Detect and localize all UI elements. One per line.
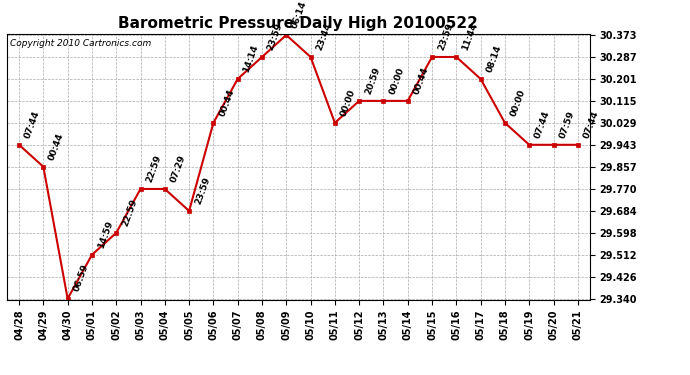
Text: Copyright 2010 Cartronics.com: Copyright 2010 Cartronics.com: [10, 39, 151, 48]
Text: 00:00: 00:00: [509, 88, 527, 117]
Text: 07:29: 07:29: [169, 153, 187, 183]
Text: 23:44: 23:44: [315, 21, 333, 51]
Text: 08:14: 08:14: [485, 44, 503, 74]
Text: 07:44: 07:44: [23, 109, 41, 139]
Text: 23:59: 23:59: [193, 175, 212, 206]
Text: 14:59: 14:59: [96, 219, 115, 249]
Text: 07:59: 07:59: [558, 109, 576, 139]
Text: 06:14: 06:14: [290, 0, 308, 30]
Text: 00:00: 00:00: [388, 66, 406, 95]
Text: 07:44: 07:44: [582, 109, 600, 139]
Text: 00:44: 00:44: [412, 65, 430, 95]
Text: 00:44: 00:44: [217, 87, 236, 117]
Text: 06:59: 06:59: [72, 263, 90, 293]
Text: 00:00: 00:00: [339, 88, 357, 117]
Text: 22:59: 22:59: [120, 197, 139, 227]
Text: 20:59: 20:59: [364, 65, 382, 95]
Text: 11:44: 11:44: [460, 21, 479, 51]
Text: 23:59: 23:59: [266, 21, 284, 51]
Text: 22:59: 22:59: [145, 153, 163, 183]
Title: Barometric Pressure Daily High 20100522: Barometric Pressure Daily High 20100522: [119, 16, 478, 31]
Text: 23:59: 23:59: [436, 21, 455, 51]
Text: 00:44: 00:44: [48, 131, 66, 161]
Text: 07:44: 07:44: [533, 109, 552, 139]
Text: 14:14: 14:14: [242, 43, 260, 74]
